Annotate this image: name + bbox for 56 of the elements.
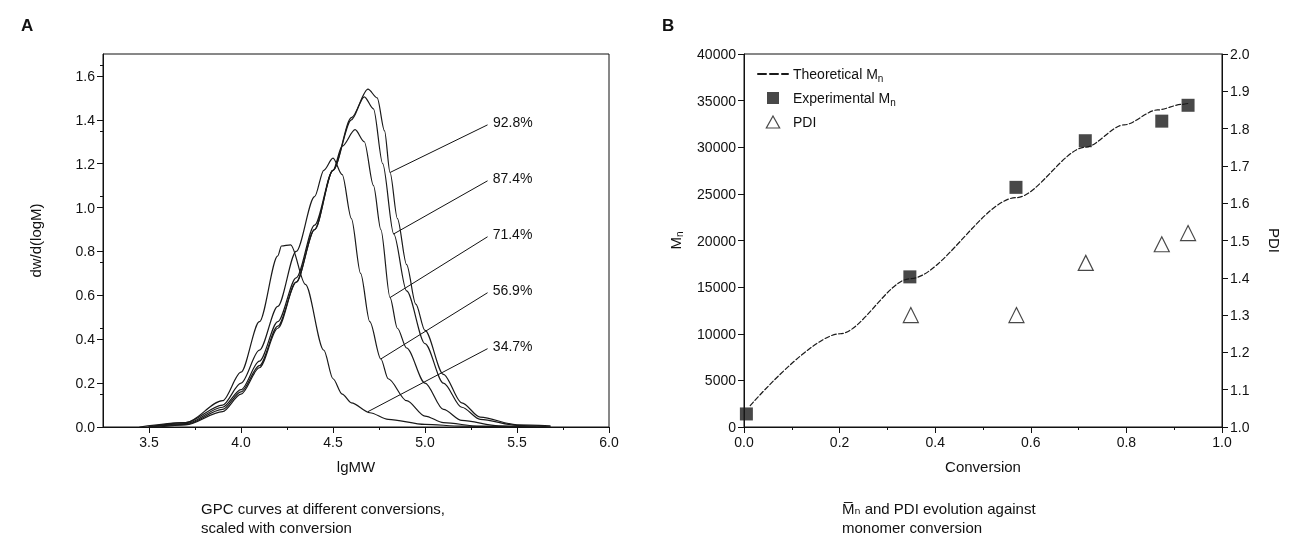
x-tick-label: 4.5 [323,434,343,450]
y-tick-label: 0 [728,419,737,435]
x-tick-label: 0.8 [1116,434,1137,450]
y2-tick-label: 1.3 [1230,307,1250,324]
y2-tick-label: 2.0 [1230,46,1250,62]
y-tick-label: 0.0 [75,419,96,435]
x-tick-label: 5.0 [415,434,435,450]
y2-tick-label: 1.0 [1230,419,1250,435]
y2-tick-label: 1.7 [1230,157,1250,174]
y-tick-label: 1.2 [75,155,96,172]
y-axis-title: dw/d(logM) [27,203,44,278]
x-tick-label: 0.4 [925,434,946,450]
annotation: 34.7% [492,337,533,354]
x-axis-title: Conversion [945,458,1021,475]
x-tick-label: 0.2 [829,434,850,450]
y-tick-label: 15000 [697,279,737,296]
y-tick-label: 40000 [697,46,737,62]
y-tick-label: 0.4 [75,331,96,348]
x-tick-label: 0.0 [734,434,754,450]
y2-tick-label: 1.8 [1230,120,1250,137]
y-tick-label: 1.4 [75,111,96,128]
y-tick-label: 30000 [697,139,737,156]
y-tick-label: 10000 [697,325,737,342]
y-tick-label: 1.0 [75,199,96,216]
x-tick-label: 3.5 [139,434,159,450]
x-tick-label: 1.0 [1212,434,1232,450]
y2-tick-label: 1.4 [1230,269,1250,286]
x-tick-label: 0.6 [1021,434,1041,450]
y2-axis-title: PDI [1266,227,1283,254]
x-axis-title: lgMW [336,458,377,475]
y-tick-label: 0.2 [75,375,96,392]
y2-tick-label: 1.5 [1230,232,1250,249]
y-tick-label: 0.6 [75,287,96,304]
text: M̅ₙ and PDI evolution against monomer conversion [842,500,1040,536]
y-axis-title: Mn [666,231,685,250]
chart-title: B [662,16,675,35]
x-tick-label: 6.0 [599,434,619,450]
x-tick-label: 4.0 [231,434,251,450]
annotation: 56.9% [492,281,533,298]
y-tick-label: 0.8 [75,243,96,260]
y2-tick-label: 1.2 [1230,344,1250,361]
annotation: 71.4% [492,225,533,242]
text: GPC curves at different conversions, scaled with conversion [201,500,450,536]
annotation: 87.4% [492,169,533,186]
y2-tick-label: 1.6 [1230,195,1250,212]
y-tick-label: 1.6 [75,67,96,84]
legend-label: PDI [793,114,817,130]
y2-tick-label: 1.1 [1230,381,1250,398]
chart-title: A [21,16,34,35]
y-tick-label: 25000 [697,185,737,202]
annotation: 92.8% [492,114,533,131]
y2-tick-label: 1.9 [1230,83,1250,100]
y-tick-label: 35000 [697,92,737,109]
x-tick-label: 5.5 [507,434,527,450]
y-tick-label: 20000 [697,232,737,249]
y-tick-label: 5000 [704,372,737,389]
